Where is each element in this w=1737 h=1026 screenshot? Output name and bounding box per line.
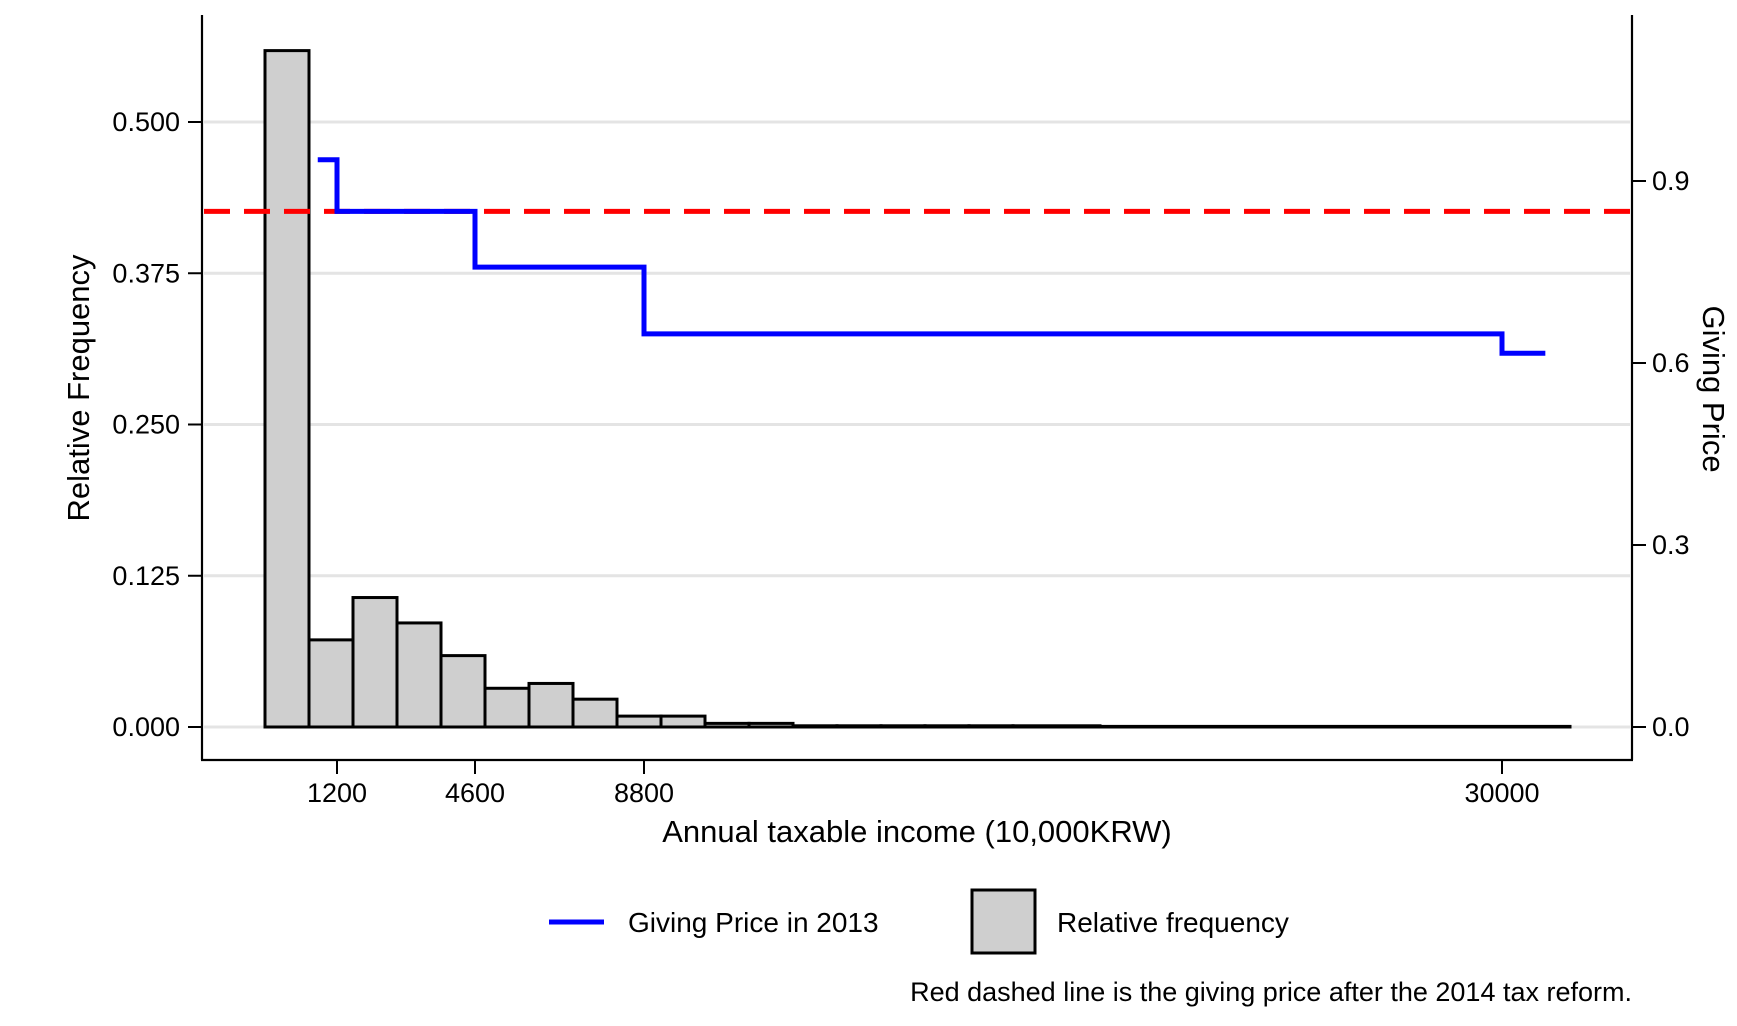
tick-marks-and-labels: 0.000 0.125 0.250 0.375 0.500 0.0 0.3 0.6 0.9 120… — [112, 107, 1689, 808]
axes — [200, 15, 1634, 762]
histogram-bar-16 — [967, 724, 1015, 729]
histogram-bar-5 — [483, 686, 531, 729]
right-tick-label-3: 0.9 — [1652, 166, 1690, 196]
series-lines — [204, 157, 1630, 356]
x-tick-label-2: 8800 — [614, 778, 674, 808]
legend: Giving Price in 2013 Relative frequency — [549, 888, 1289, 955]
histogram-bar-14 — [879, 724, 927, 729]
histogram-bar-4 — [439, 654, 487, 729]
legend-swatch-relative-frequency — [970, 888, 1037, 955]
histogram-bars — [263, 49, 1572, 729]
histogram-bar-12 — [791, 724, 839, 729]
x-tick-label-0: 1200 — [307, 778, 367, 808]
histogram-bar-13 — [835, 724, 883, 729]
left-tick-label-3: 0.375 — [112, 258, 180, 288]
legend-label-giving-price: Giving Price in 2013 — [628, 907, 879, 938]
histogram-bar-15 — [923, 724, 971, 729]
right-axis-title: Giving Price — [1696, 305, 1731, 472]
x-tick-label-3: 30000 — [1464, 778, 1539, 808]
series-line-0 — [317, 157, 1546, 356]
histogram-bar-1 — [307, 638, 355, 729]
right-tick-label-2: 0.6 — [1652, 348, 1690, 378]
right-tick-label-1: 0.3 — [1652, 530, 1690, 560]
histogram-bar-9 — [659, 714, 707, 729]
right-tick-label-0: 0.0 — [1652, 712, 1690, 742]
histogram-bar-7 — [571, 697, 619, 729]
histogram-bar-2 — [351, 596, 399, 729]
histogram-bar-10 — [703, 721, 751, 729]
histogram-bar-3 — [395, 621, 443, 729]
histogram-bar-11 — [747, 721, 795, 729]
chart-note: Red dashed line is the giving price afte… — [910, 977, 1632, 1007]
histogram-bar-6 — [527, 681, 575, 729]
legend-label-relative-frequency: Relative frequency — [1057, 907, 1289, 938]
x-tick-label-1: 4600 — [445, 778, 505, 808]
left-tick-label-0: 0.000 — [112, 712, 180, 742]
histogram-bar-0 — [263, 49, 311, 729]
left-axis-title: Relative Frequency — [61, 254, 96, 522]
left-tick-label-4: 0.500 — [112, 107, 180, 137]
histogram-bar-8 — [615, 714, 663, 729]
histogram-bar-18 — [1098, 724, 1572, 729]
x-axis-title: Annual taxable income (10,000KRW) — [662, 814, 1172, 849]
left-tick-label-2: 0.250 — [112, 410, 180, 440]
histogram-bar-17 — [1011, 724, 1102, 729]
left-tick-label-1: 0.125 — [112, 561, 180, 591]
